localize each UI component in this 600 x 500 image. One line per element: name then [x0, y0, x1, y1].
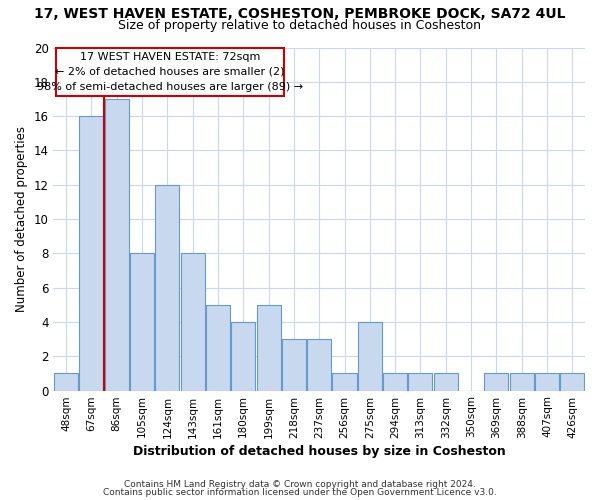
Y-axis label: Number of detached properties: Number of detached properties	[15, 126, 28, 312]
Bar	[358, 322, 382, 390]
Bar	[155, 184, 179, 390]
Text: Contains public sector information licensed under the Open Government Licence v3: Contains public sector information licen…	[103, 488, 497, 497]
Bar	[79, 116, 103, 390]
Text: Size of property relative to detached houses in Cosheston: Size of property relative to detached ho…	[119, 19, 482, 32]
Text: Contains HM Land Registry data © Crown copyright and database right 2024.: Contains HM Land Registry data © Crown c…	[124, 480, 476, 489]
Bar	[181, 254, 205, 390]
Bar	[409, 374, 433, 390]
Text: 17 WEST HAVEN ESTATE: 72sqm: 17 WEST HAVEN ESTATE: 72sqm	[80, 52, 260, 62]
Bar	[560, 374, 584, 390]
Bar	[307, 339, 331, 390]
Bar	[257, 305, 281, 390]
Bar	[509, 374, 534, 390]
Bar	[54, 374, 78, 390]
Bar	[282, 339, 306, 390]
Bar	[206, 305, 230, 390]
Bar	[231, 322, 255, 390]
Bar	[104, 99, 129, 390]
Text: ← 2% of detached houses are smaller (2): ← 2% of detached houses are smaller (2)	[55, 67, 284, 77]
Text: 17, WEST HAVEN ESTATE, COSHESTON, PEMBROKE DOCK, SA72 4UL: 17, WEST HAVEN ESTATE, COSHESTON, PEMBRO…	[34, 8, 566, 22]
Bar	[383, 374, 407, 390]
X-axis label: Distribution of detached houses by size in Cosheston: Distribution of detached houses by size …	[133, 444, 506, 458]
Text: 98% of semi-detached houses are larger (89) →: 98% of semi-detached houses are larger (…	[37, 82, 303, 92]
Bar	[130, 254, 154, 390]
Bar	[484, 374, 508, 390]
Bar	[434, 374, 458, 390]
Bar	[535, 374, 559, 390]
Bar	[332, 374, 356, 390]
FancyBboxPatch shape	[56, 48, 284, 96]
